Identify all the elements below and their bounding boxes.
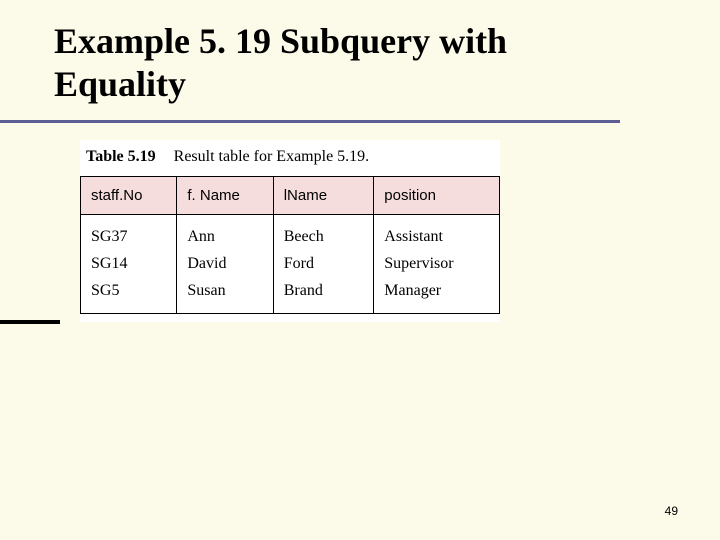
table-caption: Table 5.19 Result table for Example 5.19… xyxy=(80,148,500,176)
table-cell-value: SG14 xyxy=(91,250,166,277)
title-underline xyxy=(0,120,620,123)
table-cell-value: SG37 xyxy=(91,223,166,250)
table-caption-label: Table 5.19 xyxy=(86,148,156,165)
table-cell: BeechFordBrand xyxy=(273,215,374,314)
table-cell: SG37SG14SG5 xyxy=(81,215,177,314)
table-cell-value: Brand xyxy=(284,277,364,304)
table-cell-value: Manager xyxy=(384,277,489,304)
title-line-1: Example 5. 19 Subquery with xyxy=(54,21,507,61)
table-cell-value: Ford xyxy=(284,250,364,277)
table-cell: AssistantSupervisorManager xyxy=(374,215,500,314)
table-column-header: position xyxy=(374,177,500,215)
table-column-header: f. Name xyxy=(177,177,273,215)
result-table: staff.Nof. NamelNameposition SG37SG14SG5… xyxy=(80,176,500,314)
table-cell-value: SG5 xyxy=(91,277,166,304)
table-cell-value: Susan xyxy=(187,277,262,304)
table-column-header: staff.No xyxy=(81,177,177,215)
result-table-region: Table 5.19 Result table for Example 5.19… xyxy=(80,140,500,322)
table-cell-value: Beech xyxy=(284,223,364,250)
table-cell-value: Ann xyxy=(187,223,262,250)
table-column-header: lName xyxy=(273,177,374,215)
table-cell-value: David xyxy=(187,250,262,277)
left-accent-bar xyxy=(0,320,60,324)
table-cell-value: Assistant xyxy=(384,223,489,250)
slide-title: Example 5. 19 Subquery with Equality xyxy=(54,20,666,106)
table-row: SG37SG14SG5AnnDavidSusanBeechFordBrandAs… xyxy=(81,215,500,314)
table-cell-value: Supervisor xyxy=(384,250,489,277)
table-cell: AnnDavidSusan xyxy=(177,215,273,314)
page-number: 49 xyxy=(665,504,678,518)
table-caption-text: Result table for Example 5.19. xyxy=(174,148,370,165)
table-header-row: staff.Nof. NamelNameposition xyxy=(81,177,500,215)
title-line-2: Equality xyxy=(54,64,186,104)
